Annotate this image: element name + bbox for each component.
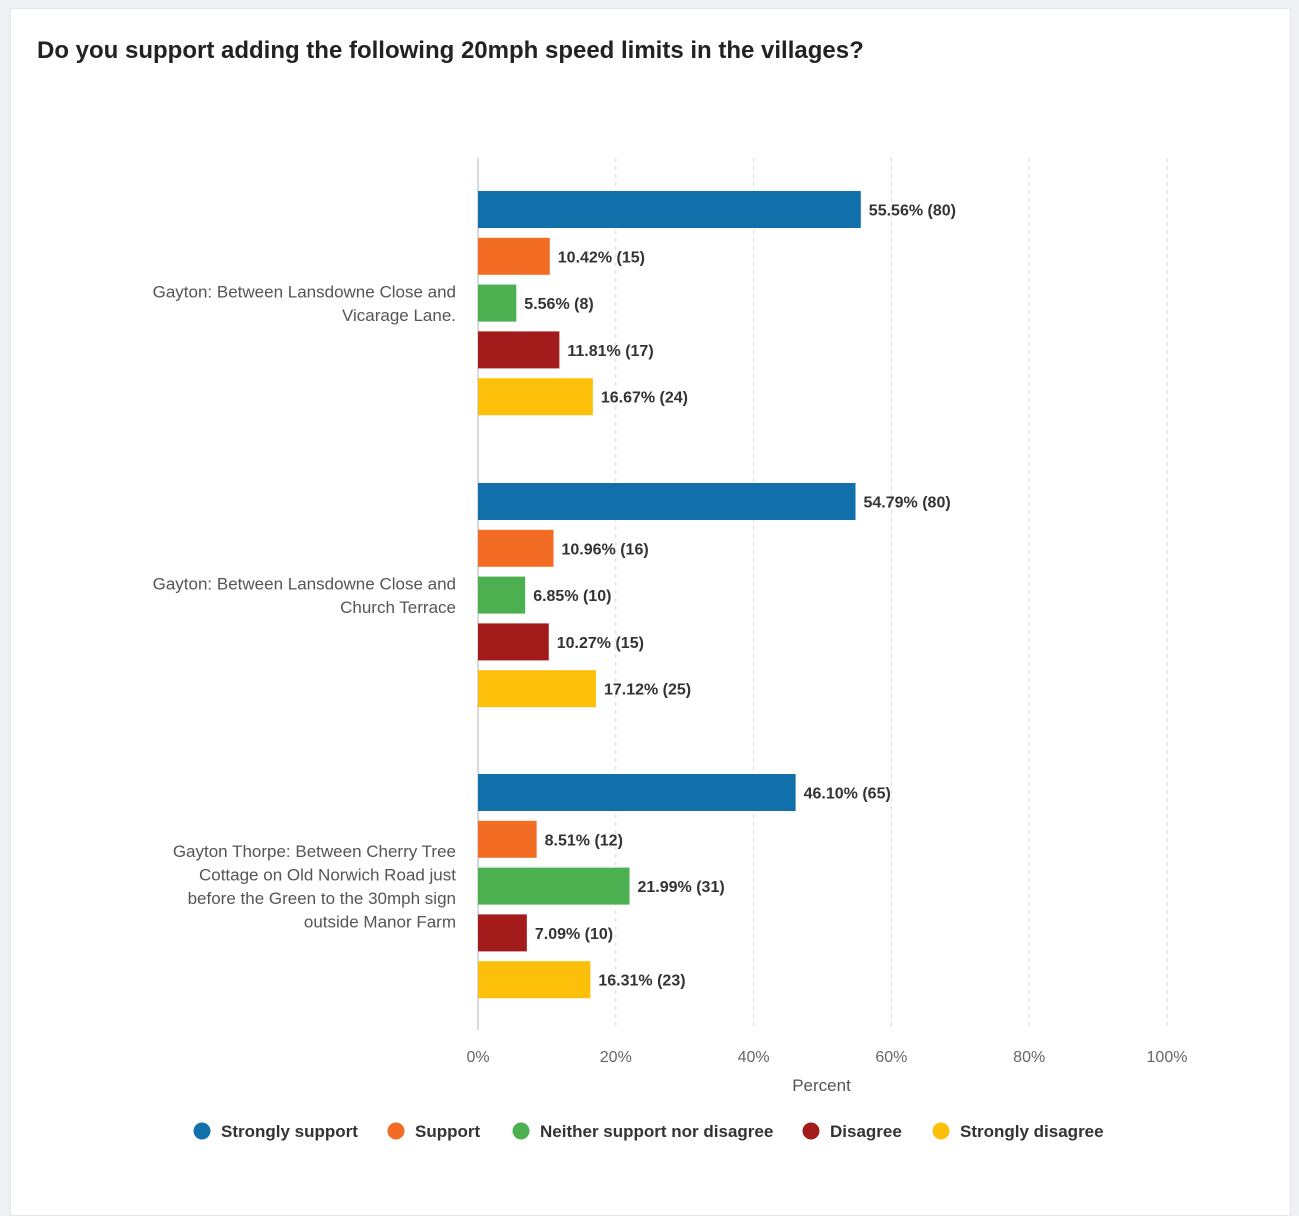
bar-value-label: 55.56% (80) (869, 203, 956, 220)
bar (478, 576, 526, 614)
legend-marker (193, 1122, 211, 1140)
legend-item-label: Support (415, 1122, 480, 1141)
bar (478, 529, 554, 567)
x-tick-label: 0% (466, 1049, 489, 1066)
bar (478, 961, 591, 999)
bar-value-label: 6.85% (10) (533, 588, 611, 605)
legend-item-label: Strongly support (221, 1122, 358, 1141)
x-tick-label: 60% (875, 1049, 907, 1066)
category-label: outside Manor Farm (304, 912, 456, 931)
bar (478, 284, 517, 322)
x-tick-label: 40% (738, 1049, 770, 1066)
bar-value-label: 5.56% (8) (524, 296, 593, 313)
bar (478, 378, 593, 416)
bar-value-label: 8.51% (12) (545, 832, 623, 849)
category-label: Cottage on Old Norwich Road just (199, 865, 456, 884)
legend-item-label: Disagree (830, 1122, 902, 1141)
bar-value-label: 16.31% (23) (598, 973, 685, 990)
bar (478, 820, 537, 858)
bar-value-label: 46.10% (65) (804, 786, 891, 803)
bar (478, 483, 856, 520)
bar (478, 867, 630, 905)
bar-value-label: 17.12% (25) (604, 682, 691, 699)
bar-value-label: 54.79% (80) (864, 495, 951, 512)
category-label: before the Green to the 30mph sign (188, 889, 456, 908)
bar-value-label: 10.27% (15) (557, 635, 644, 652)
legend-item-label: Strongly disagree (960, 1122, 1104, 1141)
legend-marker (512, 1122, 530, 1140)
bar-value-label: 10.96% (16) (562, 541, 649, 558)
category-label: Gayton Thorpe: Between Cherry Tree (173, 842, 456, 861)
category-label: Gayton: Between Lansdowne Close and (153, 282, 456, 301)
bar (478, 914, 527, 952)
bar-value-label: 11.81% (17) (567, 343, 653, 360)
bar (478, 774, 796, 811)
bar-value-label: 7.09% (10) (535, 926, 613, 943)
bar-value-label: 21.99% (31) (638, 879, 725, 896)
bar (478, 623, 549, 661)
bar-value-label: 16.67% (24) (601, 390, 688, 407)
bar (478, 237, 550, 275)
bar (478, 670, 596, 708)
x-tick-label: 80% (1013, 1049, 1045, 1066)
category-label: Church Terrace (340, 598, 456, 617)
legend-marker (802, 1122, 820, 1140)
legend-marker (387, 1122, 405, 1140)
bar (478, 331, 560, 369)
category-label: Gayton: Between Lansdowne Close and (153, 574, 456, 593)
x-axis-title: Percent (792, 1076, 851, 1095)
bar-value-label: 10.42% (15) (558, 249, 645, 266)
legend-item-label: Neither support nor disagree (540, 1122, 773, 1141)
category-label: Vicarage Lane. (342, 306, 456, 325)
x-tick-label: 100% (1147, 1049, 1188, 1066)
chart-title: Do you support adding the following 20mp… (37, 37, 864, 64)
legend-marker (932, 1122, 950, 1140)
bar (478, 191, 861, 228)
x-tick-label: 20% (600, 1049, 632, 1066)
